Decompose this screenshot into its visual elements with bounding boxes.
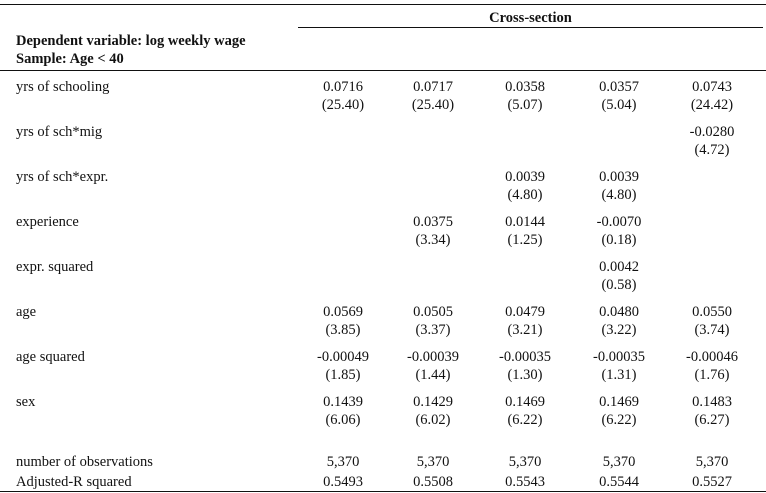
coefficient-value: -0.00035 — [593, 349, 645, 365]
footer-row-label: number of observations — [16, 454, 153, 470]
t-statistic-value: (3.74) — [694, 322, 730, 338]
footer-value: 0.5508 — [413, 474, 453, 490]
coefficient-value: 0.0569 — [323, 304, 363, 320]
coefficient-value: 0.0039 — [505, 169, 545, 185]
coefficient-value: -0.00049 — [317, 349, 369, 365]
t-statistic-value: (1.44) — [415, 367, 451, 383]
header-bottom-rule — [0, 70, 766, 71]
row-label: yrs of sch*expr. — [16, 169, 109, 185]
coefficient-value: 0.0144 — [505, 214, 545, 230]
coefficient-value: -0.0280 — [689, 124, 735, 140]
row-label: experience — [16, 214, 79, 230]
t-statistic-value: (1.30) — [507, 367, 543, 383]
coefficient-value: 0.0357 — [599, 79, 639, 95]
row-label: age squared — [16, 349, 85, 365]
coefficient-value: 0.0375 — [413, 214, 453, 230]
footer-value: 0.5493 — [323, 474, 363, 490]
t-statistic-value: (6.02) — [415, 412, 451, 428]
sample-label: Sample: Age < 40 — [16, 51, 124, 67]
t-statistic-value: (4.72) — [694, 142, 730, 158]
coefficient-value: 0.1439 — [323, 394, 363, 410]
dependent-variable-label: Dependent variable: log weekly wage — [16, 33, 246, 49]
t-statistic-value: (1.76) — [694, 367, 730, 383]
t-statistic-value: (4.80) — [601, 187, 637, 203]
t-statistic-value: (6.27) — [694, 412, 730, 428]
footer-value: 5,370 — [602, 454, 636, 470]
top-rule — [0, 4, 766, 5]
t-statistic-value: (1.25) — [507, 232, 543, 248]
coefficient-value: 0.1429 — [413, 394, 453, 410]
group-label: Cross-section — [489, 10, 572, 26]
t-statistic-value: (3.21) — [507, 322, 543, 338]
row-label: sex — [16, 394, 36, 410]
coefficient-value: 0.0042 — [599, 259, 639, 275]
coefficient-value: 0.1469 — [599, 394, 639, 410]
coefficient-value: -0.00035 — [499, 349, 551, 365]
t-statistic-value: (25.40) — [321, 97, 365, 113]
footer-value: 5,370 — [416, 454, 450, 470]
footer-value: 5,370 — [695, 454, 729, 470]
row-label: yrs of sch*mig — [16, 124, 103, 140]
t-statistic-value: (1.31) — [601, 367, 637, 383]
footer-value: 5,370 — [508, 454, 542, 470]
t-statistic-value: (3.85) — [325, 322, 361, 338]
coefficient-value: 0.0358 — [505, 79, 545, 95]
bottom-rule — [0, 491, 766, 492]
footer-row-label: Adjusted-R squared — [16, 474, 132, 490]
coefficient-value: 0.0480 — [599, 304, 639, 320]
t-statistic-value: (0.18) — [601, 232, 637, 248]
coefficient-value: 0.0479 — [505, 304, 545, 320]
footer-value: 5,370 — [326, 454, 360, 470]
t-statistic-value: (25.40) — [411, 97, 455, 113]
coefficient-value: 0.0039 — [599, 169, 639, 185]
t-statistic-value: (0.58) — [601, 277, 637, 293]
row-label: age — [16, 304, 37, 320]
t-statistic-value: (5.04) — [601, 97, 637, 113]
t-statistic-value: (24.42) — [690, 97, 734, 113]
t-statistic-value: (3.34) — [415, 232, 451, 248]
row-label: yrs of schooling — [16, 79, 110, 95]
coefficient-value: 0.0716 — [323, 79, 363, 95]
coefficient-value: 0.1483 — [692, 394, 732, 410]
t-statistic-value: (4.80) — [507, 187, 543, 203]
coefficient-value: -0.00046 — [686, 349, 738, 365]
row-label: expr. squared — [16, 259, 94, 275]
group-top-rule — [298, 27, 763, 28]
footer-value: 0.5544 — [599, 474, 639, 490]
t-statistic-value: (5.07) — [507, 97, 543, 113]
coefficient-value: 0.1469 — [505, 394, 545, 410]
t-statistic-value: (6.06) — [325, 412, 361, 428]
coefficient-value: -0.0070 — [596, 214, 642, 230]
t-statistic-value: (1.85) — [325, 367, 361, 383]
coefficient-value: 0.0505 — [413, 304, 453, 320]
t-statistic-value: (6.22) — [507, 412, 543, 428]
footer-value: 0.5543 — [505, 474, 545, 490]
t-statistic-value: (3.37) — [415, 322, 451, 338]
coefficient-value: -0.00039 — [407, 349, 459, 365]
footer-value: 0.5527 — [692, 474, 732, 490]
coefficient-value: 0.0550 — [692, 304, 732, 320]
t-statistic-value: (3.22) — [601, 322, 637, 338]
t-statistic-value: (6.22) — [601, 412, 637, 428]
coefficient-value: 0.0717 — [413, 79, 453, 95]
coefficient-value: 0.0743 — [692, 79, 732, 95]
